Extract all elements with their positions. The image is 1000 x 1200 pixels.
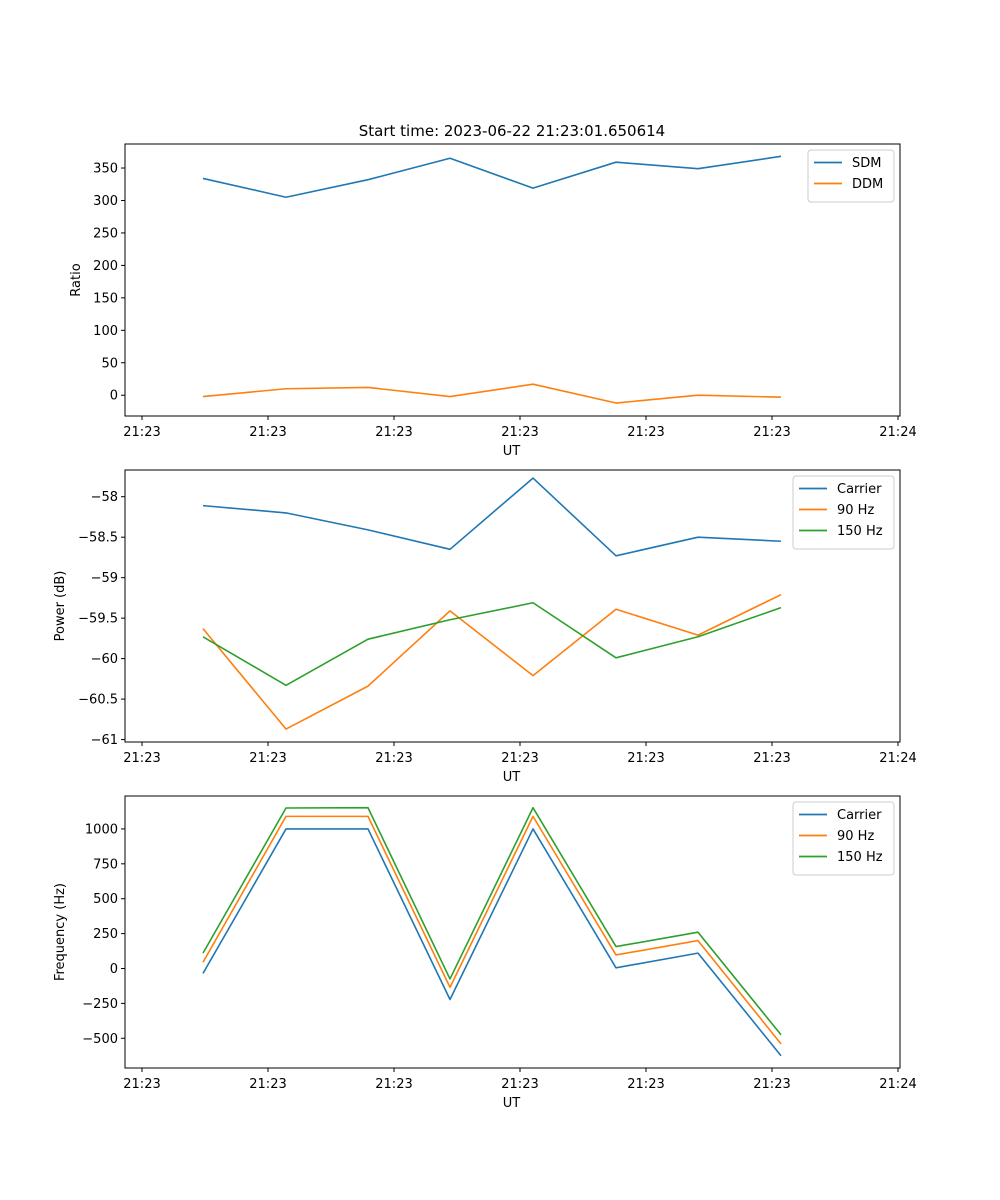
y-tick-label: −58.5 (78, 531, 118, 546)
y-axis-label: Power (dB) (53, 571, 68, 642)
series-line-carrier (202, 828, 782, 1057)
y-tick-label: 1000 (85, 822, 118, 837)
series-line-carrier (202, 477, 782, 557)
y-axis-label: Ratio (69, 263, 84, 296)
series-line-150-hz (202, 601, 782, 687)
series-line-sdm (202, 155, 782, 199)
x-tick-label: 21:23 (627, 751, 664, 766)
y-tick-label: −250 (82, 997, 118, 1012)
y-tick-label: 250 (93, 226, 118, 241)
legend-label: Carrier (837, 808, 882, 823)
x-tick-label: 21:23 (375, 425, 412, 440)
y-tick-label: 350 (93, 162, 118, 177)
x-axis-label: UT (503, 444, 521, 459)
x-tick-label: 21:23 (501, 1077, 538, 1092)
legend-label: 150 Hz (837, 850, 883, 865)
x-tick-label: 21:24 (879, 751, 916, 766)
y-tick-label: −59.5 (78, 612, 118, 627)
y-tick-label: 100 (93, 324, 118, 339)
legend-label: SDM (852, 156, 881, 171)
x-tick-label: 21:23 (123, 1077, 160, 1092)
x-tick-label: 21:23 (627, 1077, 664, 1092)
y-tick-label: −61 (91, 733, 118, 748)
y-tick-label: 150 (93, 291, 118, 306)
x-axis-label: UT (503, 1096, 521, 1111)
x-tick-label: 21:23 (375, 1077, 412, 1092)
y-tick-label: −60 (91, 652, 118, 667)
legend-label: 90 Hz (837, 829, 874, 844)
series-line-90-hz (202, 593, 782, 730)
x-tick-label: 21:23 (753, 425, 790, 440)
x-tick-label: 21:24 (879, 1077, 916, 1092)
y-tick-label: 50 (101, 356, 118, 371)
x-tick-label: 21:23 (123, 425, 160, 440)
y-tick-label: 200 (93, 259, 118, 274)
subplot-3: −500 −250 0 250 500 750 1000 21:23 21:23 21:23 21:… (53, 795, 917, 1111)
y-tick-label: −500 (82, 1032, 118, 1047)
y-tick-label: −60.5 (78, 693, 118, 708)
legend: Carrier 90 Hz 150 Hz (792, 475, 895, 550)
y-tick-label: 0 (110, 389, 118, 404)
subplots: 0 50 100 150 200 250 300 350 21:23 21:23 21:23 21:2… (53, 143, 917, 1111)
x-tick-label: 21:23 (375, 751, 412, 766)
x-axis-label: UT (503, 770, 521, 785)
x-tick-label: 21:23 (501, 751, 538, 766)
x-tick-label: 21:23 (249, 425, 286, 440)
y-tick-label: 500 (93, 892, 118, 907)
legend-label: DDM (852, 177, 883, 192)
y-tick-label: −58 (91, 490, 118, 505)
subplot-2: −58 −58.5 −59 −59.5 −60 −60.5 −61 21:23 21:23 21:… (53, 469, 917, 785)
x-tick-label: 21:23 (753, 751, 790, 766)
y-tick-label: 0 (110, 962, 118, 977)
legend-label: 90 Hz (837, 503, 874, 518)
y-axis-label: Frequency (Hz) (53, 883, 68, 981)
figure-title: Start time: 2023-06-22 21:23:01.650614 (359, 122, 665, 140)
axes-frame (124, 795, 901, 1069)
x-tick-label: 21:24 (879, 425, 916, 440)
series-line-ddm (202, 383, 782, 404)
legend-label: Carrier (837, 482, 882, 497)
y-tick-label: −59 (91, 571, 118, 586)
x-tick-label: 21:23 (123, 751, 160, 766)
subplot-1: 0 50 100 150 200 250 300 350 21:23 21:23 21:23 21:2… (69, 143, 917, 459)
legend: Carrier 90 Hz 150 Hz (792, 801, 895, 876)
axes-frame (124, 469, 901, 743)
x-tick-label: 21:23 (501, 425, 538, 440)
y-tick-label: 300 (93, 194, 118, 209)
series-line-150-hz (202, 806, 782, 1036)
x-tick-label: 21:23 (249, 751, 286, 766)
legend-label: 150 Hz (837, 524, 883, 539)
y-tick-label: 750 (93, 857, 118, 872)
legend: SDM DDM (807, 149, 895, 203)
series-line-90-hz (202, 815, 782, 1045)
x-tick-label: 21:23 (753, 1077, 790, 1092)
x-tick-label: 21:23 (627, 425, 664, 440)
x-tick-label: 21:23 (249, 1077, 286, 1092)
axes-frame (124, 143, 901, 417)
y-tick-label: 250 (93, 927, 118, 942)
